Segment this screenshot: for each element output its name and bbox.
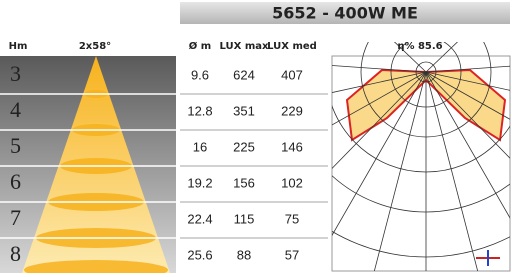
height: 5: [10, 133, 21, 158]
diameter: 22.4: [187, 211, 212, 226]
height: 8: [10, 241, 21, 266]
height: 7: [10, 205, 21, 230]
lux-med: 229: [281, 103, 303, 118]
datasheet: 5652 - 400W ME Hm 2x58° Ø m LUX max LUX …: [0, 0, 512, 273]
lux-med: 75: [285, 211, 299, 226]
efficiency: η% 85.6: [397, 41, 442, 52]
lux-med: 146: [281, 139, 303, 154]
lux-max: 115: [234, 211, 255, 226]
title: 5652 - 400W ME: [272, 4, 418, 23]
col-diameter: Ø m: [189, 40, 211, 52]
lux-max: 225: [233, 139, 255, 154]
diameter: 9.6: [191, 67, 209, 82]
lux-med: 102: [281, 175, 303, 190]
lux-med: 57: [285, 247, 299, 262]
height: 6: [10, 169, 21, 194]
col-angle: 2x58°: [79, 41, 111, 52]
diameter: 12.8: [187, 103, 212, 118]
col-height: Hm: [9, 41, 28, 52]
diameter: 25.6: [187, 247, 212, 262]
diameter: 19.2: [187, 175, 212, 190]
lux-max: 88: [237, 247, 251, 262]
col-lux-max: LUX max: [220, 41, 269, 52]
height: 3: [10, 61, 21, 86]
lux-max: 624: [233, 67, 255, 82]
height: 4: [10, 97, 21, 122]
diameter: 16: [193, 139, 207, 154]
lux-med: 407: [281, 67, 303, 82]
lux-max: 351: [233, 103, 255, 118]
col-lux-med: LUX med: [267, 41, 317, 52]
lux-max: 156: [233, 175, 255, 190]
